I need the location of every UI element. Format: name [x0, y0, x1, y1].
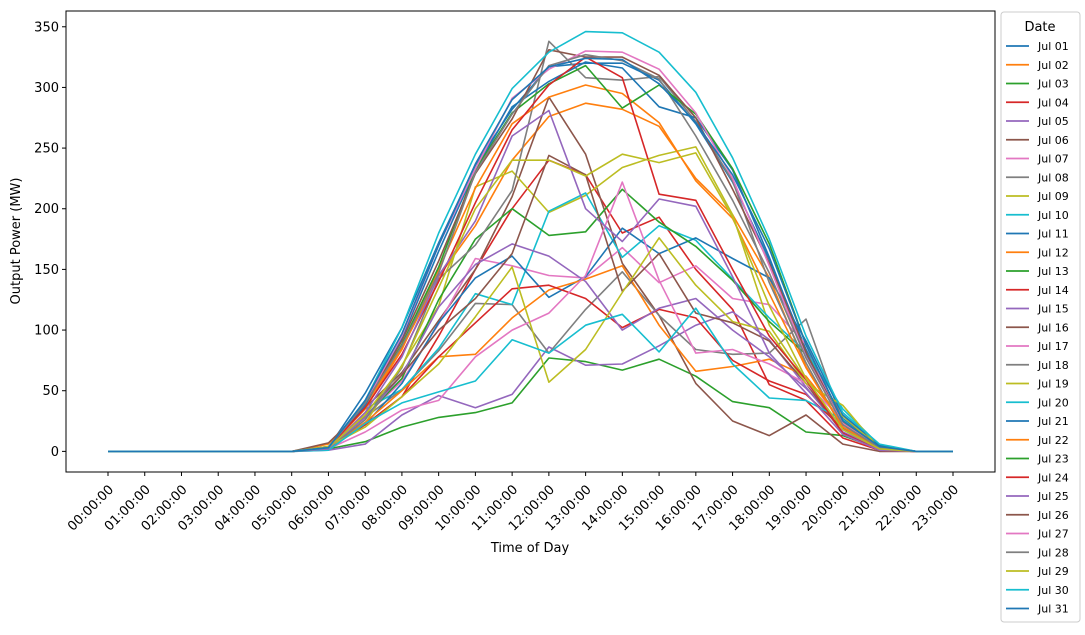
y-axis: 0 50 100 150 200 250 300 350: [34, 20, 66, 460]
legend-label: Jul 27: [1037, 528, 1069, 541]
legend-title: Date: [1024, 20, 1055, 35]
plot-area: [108, 30, 953, 453]
legend-label: Jul 12: [1037, 246, 1069, 259]
series-line: [108, 84, 953, 453]
legend-label: Jul 07: [1037, 153, 1069, 166]
legend-label: Jul 20: [1037, 396, 1069, 409]
legend-label: Jul 16: [1037, 321, 1069, 334]
legend-label: Jul 30: [1037, 584, 1069, 597]
y-tick-label: 50: [42, 384, 59, 399]
y-tick-label: 100: [34, 324, 59, 339]
x-axis-label: Time of Day: [490, 541, 570, 556]
legend-label: Jul 17: [1037, 340, 1069, 353]
y-tick-label: 150: [34, 263, 59, 278]
y-tick-label: 0: [51, 445, 59, 460]
legend-frame: [1000, 11, 1081, 623]
legend-label: Jul 31: [1037, 603, 1069, 616]
legend-label: Jul 10: [1037, 209, 1069, 222]
legend-label: Jul 19: [1037, 378, 1069, 391]
legend-label: Jul 14: [1037, 284, 1069, 297]
legend-label: Jul 02: [1037, 59, 1069, 72]
legend-label: Jul 21: [1037, 415, 1069, 428]
legend-label: Jul 04: [1037, 96, 1069, 109]
series-line: [108, 57, 953, 453]
series-line: [108, 227, 953, 453]
legend-label: Jul 06: [1037, 134, 1069, 147]
legend-label: Jul 08: [1037, 171, 1069, 184]
y-tick-label: 200: [34, 202, 59, 217]
y-tick-label: 250: [34, 142, 59, 157]
series-line: [108, 357, 953, 453]
legend-label: Jul 25: [1037, 490, 1069, 503]
series-line: [108, 270, 953, 453]
legend-label: Jul 22: [1037, 434, 1069, 447]
legend-label: Jul 26: [1037, 509, 1069, 522]
legend-label: Jul 01: [1037, 40, 1069, 53]
legend-label: Jul 15: [1037, 303, 1069, 316]
legend-label: Jul 18: [1037, 359, 1069, 372]
legend-label: Jul 05: [1037, 115, 1069, 128]
legend-label: Jul 24: [1037, 471, 1069, 484]
legend-label: Jul 13: [1037, 265, 1069, 278]
series-line: [108, 284, 953, 453]
series-line: [108, 152, 953, 453]
legend-label: Jul 28: [1037, 546, 1069, 559]
legend-label: Jul 29: [1037, 565, 1069, 578]
y-axis-label: Output Power (MW): [9, 178, 24, 305]
series-line: [108, 264, 953, 453]
plot-frame: [65, 10, 996, 473]
y-tick-label: 300: [34, 81, 59, 96]
legend-label: Jul 23: [1037, 453, 1069, 466]
legend-label: Jul 11: [1037, 228, 1069, 241]
x-axis: 00:00:0001:00:0002:00:0003:00:0004:00:00…: [65, 472, 962, 534]
legend-label: Jul 03: [1037, 78, 1069, 91]
legend: Date Jul 01 Jul 02 Jul 03 Jul 04 Jul 05 Jul 0…: [1000, 11, 1081, 623]
y-tick-label: 350: [34, 20, 59, 35]
legend-label: Jul 09: [1037, 190, 1069, 203]
